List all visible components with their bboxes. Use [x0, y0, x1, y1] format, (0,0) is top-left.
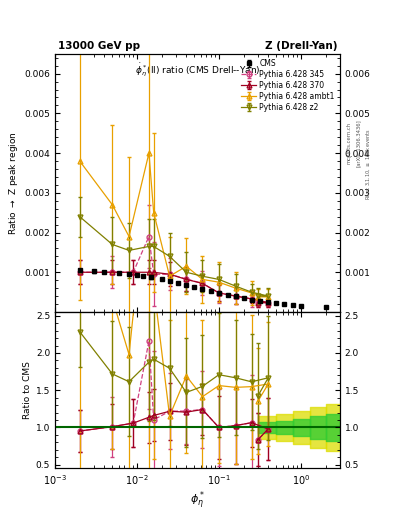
- Text: $\dot{\phi}^*_\eta$(ll) ratio (CMS Drell--Yan): $\dot{\phi}^*_\eta$(ll) ratio (CMS Drell…: [135, 61, 260, 79]
- X-axis label: $\phi^*_\eta$: $\phi^*_\eta$: [190, 490, 205, 512]
- Text: Rivet 3.1.10, $\geq$ 100k events: Rivet 3.1.10, $\geq$ 100k events: [365, 128, 372, 200]
- Text: mcplots.cern.ch: mcplots.cern.ch: [347, 122, 352, 164]
- Text: 13000 GeV pp: 13000 GeV pp: [58, 41, 140, 51]
- Text: Z (Drell-Yan): Z (Drell-Yan): [264, 41, 337, 51]
- Text: [arXiv:1306.3436]: [arXiv:1306.3436]: [356, 119, 361, 167]
- Y-axis label: Ratio $\to$ Z peak region: Ratio $\to$ Z peak region: [7, 131, 20, 235]
- Y-axis label: Ratio to CMS: Ratio to CMS: [23, 361, 31, 419]
- Legend: CMS, Pythia 6.428 345, Pythia 6.428 370, Pythia 6.428 ambt1, Pythia 6.428 z2: CMS, Pythia 6.428 345, Pythia 6.428 370,…: [239, 57, 336, 113]
